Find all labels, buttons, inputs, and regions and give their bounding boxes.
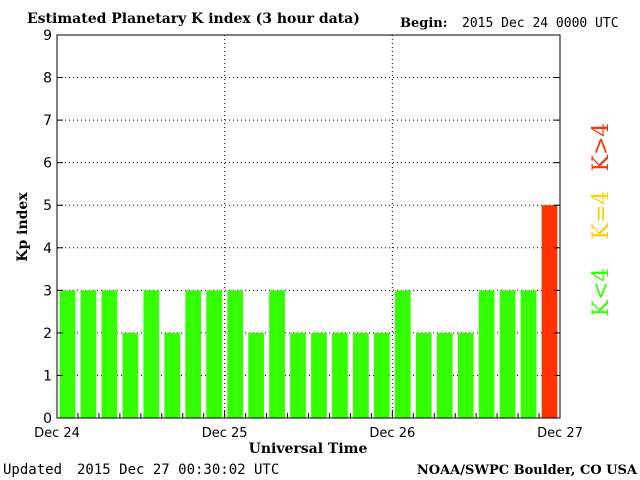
y-tick-label: 1 xyxy=(43,368,52,384)
kp-bar xyxy=(227,290,244,418)
legend-k-below-4: K<4 xyxy=(589,268,614,317)
kp-bar xyxy=(122,332,139,418)
kp-bar xyxy=(101,290,118,418)
y-axis-label: Kp index xyxy=(15,192,31,262)
y-tick-label: 9 xyxy=(43,28,52,44)
legend-k-equal-4: K=4 xyxy=(589,191,614,240)
kp-bar xyxy=(394,290,411,418)
x-tick-label: Dec 26 xyxy=(369,426,415,441)
kp-bar xyxy=(185,290,202,418)
kp-bar xyxy=(415,332,432,418)
x-tick-label: Dec 27 xyxy=(537,426,583,441)
y-axis-ticks: 0 1 2 3 4 5 6 7 8 9 xyxy=(43,28,560,427)
y-tick-label: 5 xyxy=(43,198,52,214)
source-credit: NOAA/SWPC Boulder, CO USA xyxy=(417,463,638,478)
kp-bar xyxy=(80,290,97,418)
y-tick-label: 4 xyxy=(43,241,52,257)
kp-bar xyxy=(311,332,327,418)
x-axis-label: Universal Time xyxy=(249,441,368,457)
kp-bar xyxy=(248,332,264,418)
y-tick-label: 7 xyxy=(43,113,52,129)
y-tick-label: 8 xyxy=(43,71,52,87)
kp-bar xyxy=(269,290,285,418)
kp-bar xyxy=(457,332,474,418)
bars xyxy=(59,205,558,418)
kp-bar xyxy=(59,290,76,418)
y-tick-label: 3 xyxy=(43,283,52,299)
y-tick-label: 0 xyxy=(43,411,52,427)
begin-label: Begin: xyxy=(400,16,448,31)
kp-bar xyxy=(206,290,223,418)
kp-bar xyxy=(290,332,306,418)
x-axis-ticks: Dec 24 Dec 25 Dec 26 Dec 27 xyxy=(34,410,583,441)
updated-value: 2015 Dec 27 00:30:02 UTC xyxy=(77,462,279,478)
x-tick-label: Dec 25 xyxy=(202,426,248,441)
kp-bar xyxy=(499,290,516,418)
kp-bar xyxy=(164,332,181,418)
kp-bar xyxy=(541,205,558,418)
x-tick-label: Dec 24 xyxy=(34,426,80,441)
chart-title: Estimated Planetary K index (3 hour data… xyxy=(27,11,360,27)
y-tick-label: 6 xyxy=(43,156,52,172)
legend-k-above-4: K>4 xyxy=(589,123,614,172)
begin-value: 2015 Dec 24 0000 UTC xyxy=(462,16,619,31)
kp-bar xyxy=(520,290,537,418)
updated-label: Updated xyxy=(3,462,62,478)
kp-bar xyxy=(332,332,348,418)
kp-bar xyxy=(353,332,369,418)
kp-bar xyxy=(373,332,390,418)
kp-bar xyxy=(143,290,160,418)
kp-bar xyxy=(478,290,495,418)
kp-bar xyxy=(436,332,453,418)
y-tick-label: 2 xyxy=(43,326,52,342)
